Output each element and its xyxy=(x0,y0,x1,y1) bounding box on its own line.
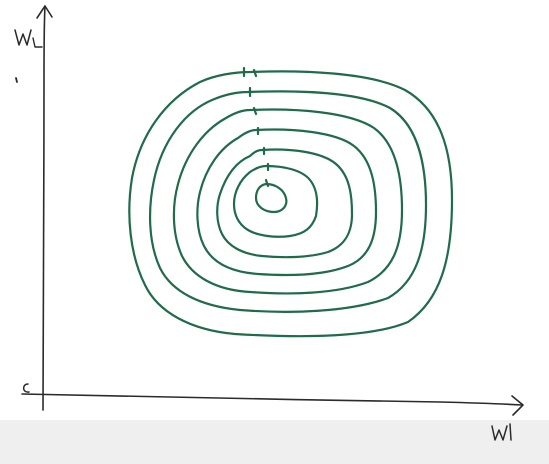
stray-tick xyxy=(15,77,18,83)
contour-ring-3 xyxy=(172,108,404,295)
x-axis-label-art xyxy=(491,423,512,441)
contour-ring-5 xyxy=(216,148,354,259)
x-axis-arrowhead xyxy=(511,395,524,416)
origin-mark-art xyxy=(22,383,30,393)
y-axis-arrowhead xyxy=(36,5,53,19)
axes xyxy=(15,5,524,416)
contour-rings xyxy=(128,66,454,338)
contour-ring-4 xyxy=(196,128,378,277)
y-axis-label-art xyxy=(14,29,43,48)
contour-ring-7 xyxy=(254,182,288,214)
y-axis-line xyxy=(42,5,46,411)
bottom-band xyxy=(0,420,549,464)
contour-ring-1 xyxy=(128,70,454,338)
contour-ring-2 xyxy=(148,90,428,313)
x-axis-line xyxy=(21,393,523,406)
contour-ring-6 xyxy=(232,164,319,238)
contour-spiral-ticks xyxy=(242,66,270,188)
